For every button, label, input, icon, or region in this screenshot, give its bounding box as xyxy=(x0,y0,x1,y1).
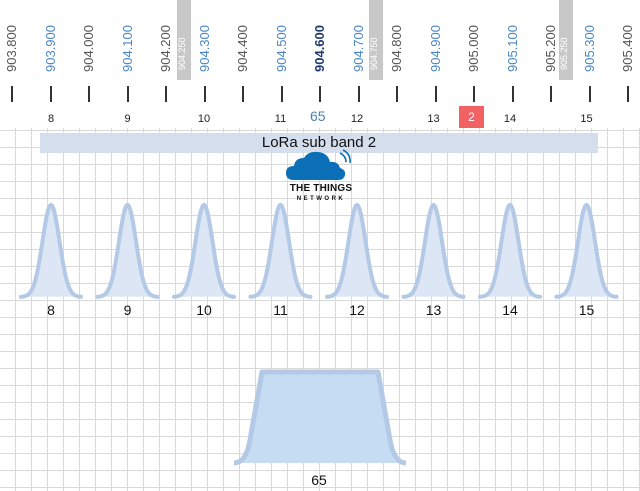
frequency-tick xyxy=(357,86,360,102)
channel-curve-fill xyxy=(250,205,311,297)
channel-label: 10 xyxy=(196,302,212,318)
channel-label: 13 xyxy=(425,302,442,318)
frequency-tick xyxy=(280,86,283,102)
channel-65-label: 65 xyxy=(310,108,326,124)
grey-marker: 904.250 xyxy=(177,0,191,80)
frequency-axis: 904.250 904.750 905.250 903.800 903.900 90… xyxy=(0,0,640,128)
frequency-tick xyxy=(242,86,244,102)
ttn-logo: THE THINGS NETWORK xyxy=(278,148,368,206)
channel-curve xyxy=(478,202,542,299)
channel-label: 14 xyxy=(502,302,518,318)
channel-label: 11 xyxy=(273,302,288,318)
frequency-tick xyxy=(126,86,129,102)
frequency-tick xyxy=(165,86,167,102)
frequency-tick xyxy=(511,86,514,102)
top-channel-number: 9 xyxy=(124,113,131,125)
frequency-tick xyxy=(319,86,321,102)
wide-channel-fill xyxy=(234,372,406,463)
channel-2-badge: 2 xyxy=(459,106,484,128)
channel-curve xyxy=(95,202,160,299)
channel-curve-fill xyxy=(327,205,387,297)
channel-curve-fill xyxy=(21,205,81,297)
channel-curve-fill xyxy=(97,205,158,297)
top-channel-number: 12 xyxy=(350,113,364,125)
top-channel-number: 15 xyxy=(580,113,593,125)
channel-curve-fill xyxy=(174,205,234,297)
wide-channel-label: 65 xyxy=(311,472,327,488)
subband-label: LoRa sub band 2 xyxy=(40,133,598,153)
cloud-icon xyxy=(286,149,351,180)
channel-curve-fill xyxy=(480,205,540,297)
frequency-tick xyxy=(434,86,437,102)
grey-marker: 904.750 xyxy=(369,0,383,80)
top-channel-number: 11 xyxy=(274,113,287,125)
logo-text-line2: NETWORK xyxy=(296,196,346,202)
frequency-tick xyxy=(203,86,206,102)
channel-label: 15 xyxy=(578,302,595,318)
channel-label: 8 xyxy=(47,302,55,318)
channel-curve xyxy=(248,202,313,299)
channel-curve xyxy=(554,202,619,299)
channel-curve xyxy=(325,202,389,299)
top-channel-number: 8 xyxy=(47,113,55,125)
channel-curve-fill xyxy=(556,205,617,297)
channel-curve xyxy=(19,202,83,299)
frequency-tick xyxy=(88,86,90,102)
grey-marker: 905.250 xyxy=(559,0,573,80)
top-channel-number: 13 xyxy=(427,113,440,125)
wide-channel-curve xyxy=(233,369,407,466)
channel-curve-fill xyxy=(403,205,464,297)
channel-label: 9 xyxy=(123,302,132,318)
frequency-tick xyxy=(627,86,629,102)
frequency-tick xyxy=(550,86,552,102)
frequency-tick xyxy=(588,86,591,102)
channel-curve xyxy=(172,202,236,299)
channel-curve xyxy=(401,202,466,299)
frequency-tick xyxy=(396,86,398,102)
frequency-tick xyxy=(11,86,13,102)
frequency-tick xyxy=(49,86,52,102)
logo-text-line1: THE THINGS xyxy=(289,183,353,194)
top-channel-number: 14 xyxy=(503,113,517,125)
channel-label: 12 xyxy=(349,302,365,318)
frequency-tick xyxy=(473,86,475,102)
top-channel-number: 10 xyxy=(197,113,211,125)
